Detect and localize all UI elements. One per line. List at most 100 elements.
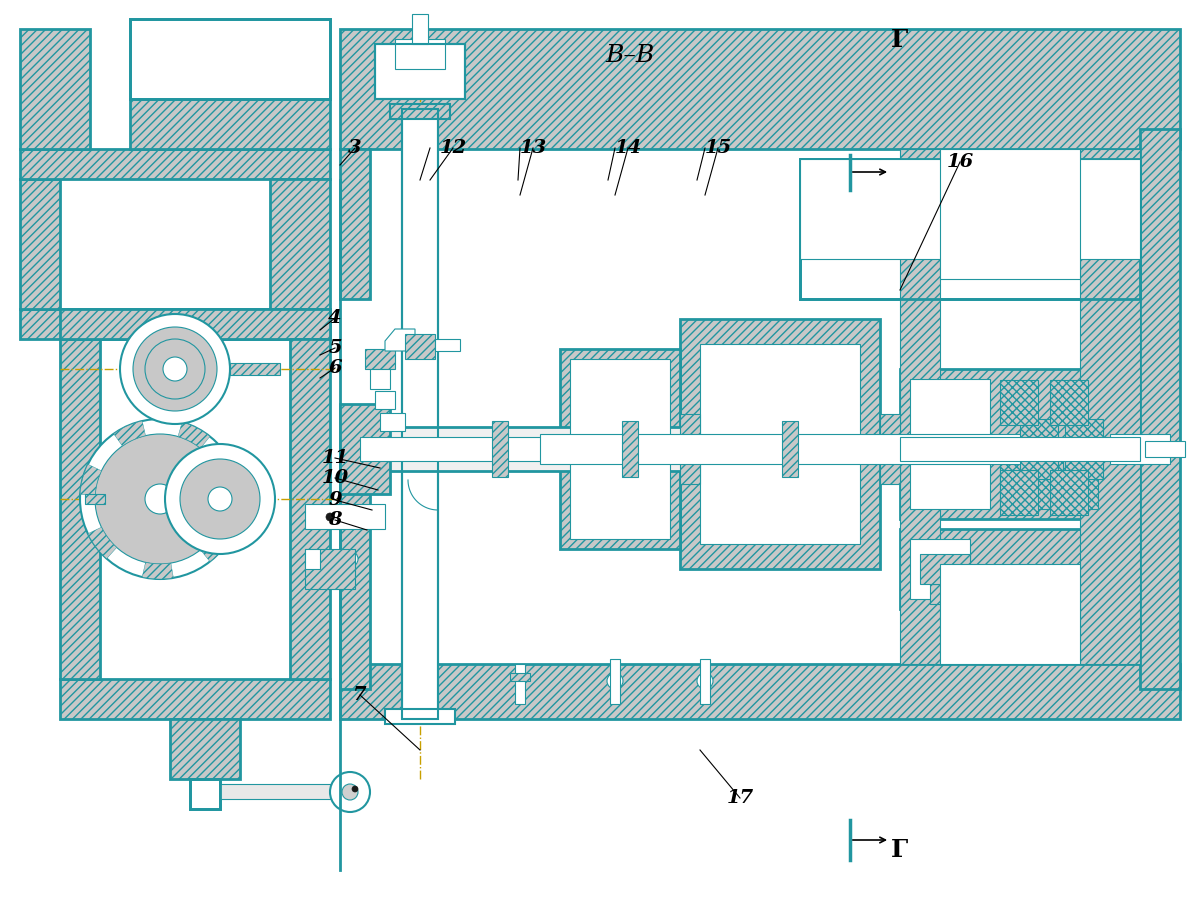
Text: В–В: В–В: [605, 43, 655, 67]
Circle shape: [750, 424, 790, 464]
Text: 8: 8: [328, 511, 342, 529]
Bar: [190, 779, 220, 809]
Circle shape: [208, 487, 232, 511]
Bar: [20, 29, 90, 149]
Bar: [900, 529, 1130, 609]
Bar: [370, 149, 1140, 664]
Bar: [360, 427, 780, 471]
Text: 3: 3: [348, 139, 362, 157]
Circle shape: [180, 459, 260, 539]
Bar: [900, 437, 1140, 461]
Text: 6: 6: [328, 359, 342, 377]
Bar: [340, 404, 390, 494]
Bar: [305, 549, 355, 589]
Bar: [340, 149, 370, 299]
Circle shape: [145, 484, 175, 514]
Bar: [60, 679, 330, 719]
Bar: [1034, 449, 1063, 509]
Bar: [130, 99, 330, 149]
Bar: [1110, 434, 1170, 464]
Text: 15: 15: [704, 139, 732, 157]
Bar: [1050, 470, 1088, 515]
Bar: [1000, 380, 1038, 425]
Bar: [900, 369, 1130, 519]
Text: Г: Г: [892, 838, 908, 862]
Circle shape: [80, 419, 240, 579]
Bar: [305, 504, 385, 529]
Bar: [100, 339, 290, 679]
Bar: [230, 363, 280, 375]
Bar: [1070, 449, 1098, 509]
Bar: [1145, 441, 1186, 457]
Bar: [402, 109, 438, 719]
Bar: [340, 29, 1180, 149]
Bar: [412, 14, 428, 44]
Bar: [374, 391, 395, 409]
Text: 12: 12: [439, 139, 467, 157]
Bar: [560, 349, 680, 549]
Text: 13: 13: [520, 139, 547, 157]
Bar: [930, 584, 960, 604]
Circle shape: [342, 551, 358, 567]
Text: 4: 4: [328, 309, 342, 327]
Wedge shape: [88, 527, 116, 558]
Bar: [570, 359, 670, 539]
Circle shape: [133, 327, 217, 411]
Bar: [395, 39, 445, 69]
Bar: [130, 19, 330, 99]
Bar: [305, 549, 320, 569]
Bar: [60, 309, 330, 339]
Bar: [340, 664, 1180, 719]
Bar: [622, 421, 638, 477]
Circle shape: [166, 444, 275, 554]
Bar: [390, 104, 450, 119]
Bar: [365, 349, 395, 369]
Bar: [1080, 149, 1140, 664]
Bar: [340, 439, 370, 689]
Circle shape: [326, 513, 334, 521]
Bar: [20, 179, 60, 309]
Bar: [900, 149, 940, 664]
Bar: [910, 539, 970, 599]
Bar: [374, 44, 466, 99]
Bar: [800, 159, 1140, 259]
Circle shape: [352, 786, 358, 792]
Text: 10: 10: [322, 469, 349, 487]
Bar: [1140, 129, 1180, 689]
Bar: [436, 339, 460, 351]
Text: 16: 16: [947, 153, 973, 171]
Text: 7: 7: [353, 686, 367, 704]
Text: Г: Г: [892, 28, 908, 52]
Bar: [910, 379, 990, 509]
Bar: [510, 673, 530, 681]
Bar: [406, 334, 436, 359]
Circle shape: [95, 434, 226, 564]
Circle shape: [342, 784, 358, 800]
Text: 9: 9: [328, 491, 342, 509]
Bar: [385, 709, 455, 724]
Wedge shape: [114, 421, 145, 446]
Bar: [940, 149, 1080, 279]
Bar: [1050, 380, 1088, 425]
Bar: [370, 369, 390, 389]
Bar: [1000, 449, 1028, 509]
Bar: [402, 109, 438, 719]
Bar: [290, 339, 330, 679]
Bar: [220, 784, 340, 799]
Bar: [130, 19, 330, 99]
Bar: [540, 434, 1020, 464]
Bar: [374, 44, 466, 99]
Bar: [515, 664, 526, 704]
Bar: [270, 179, 330, 309]
Bar: [782, 421, 798, 477]
Bar: [880, 414, 900, 484]
Wedge shape: [142, 563, 174, 579]
Bar: [800, 159, 1140, 299]
Bar: [700, 344, 860, 544]
Wedge shape: [178, 423, 210, 449]
Circle shape: [330, 772, 370, 812]
Circle shape: [163, 357, 187, 381]
Bar: [920, 554, 970, 584]
Bar: [680, 414, 700, 484]
Bar: [190, 779, 220, 809]
